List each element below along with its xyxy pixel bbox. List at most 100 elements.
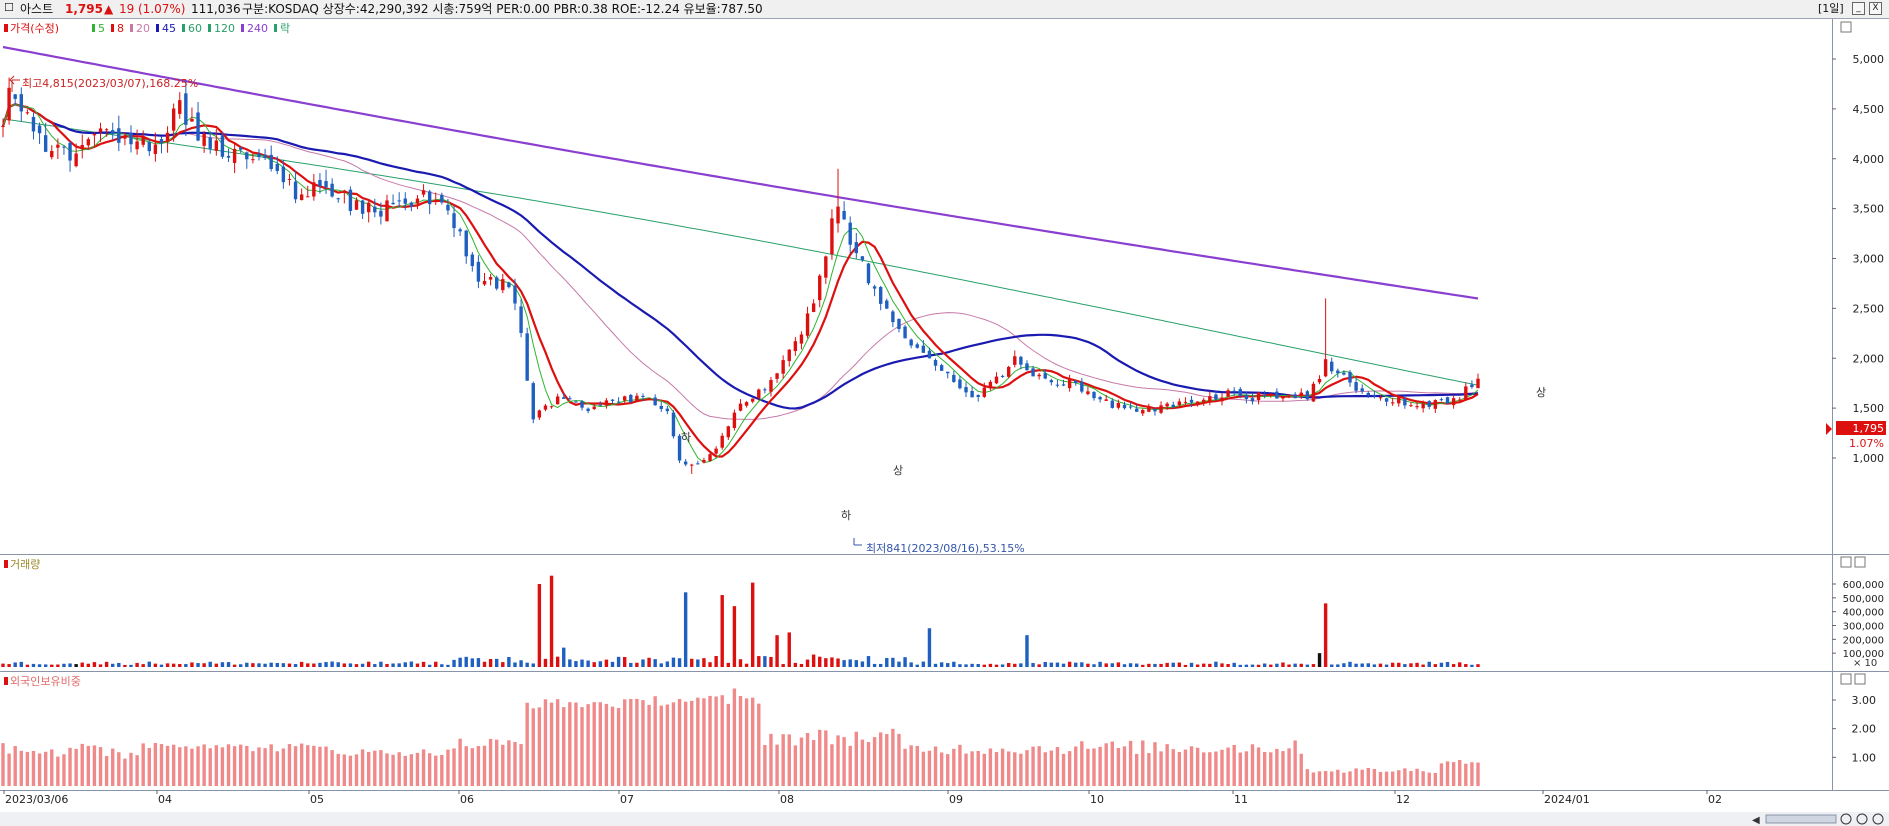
zoom-in-icon[interactable] xyxy=(1856,813,1868,825)
foreign-ratio-bar xyxy=(531,708,535,786)
volume-bar xyxy=(1153,663,1157,667)
foreign-ratio-bar xyxy=(744,698,749,786)
foreign-ratio-bar xyxy=(635,698,639,786)
volume-bar xyxy=(1397,662,1401,667)
current-price: 1,795 xyxy=(65,2,103,16)
chart-scrollbar[interactable] xyxy=(1765,814,1837,824)
volume-bar xyxy=(37,664,42,667)
volume-bar xyxy=(74,664,78,667)
foreign-ratio-bar xyxy=(1183,749,1188,786)
candle-body xyxy=(921,345,926,353)
zoom-reset-icon[interactable] xyxy=(1872,813,1884,825)
foreign-ratio-bar xyxy=(293,746,298,786)
foreign-ratio-bar xyxy=(1171,749,1175,786)
legend-price: 가격(수정) xyxy=(10,22,59,35)
foreign-ratio-bar xyxy=(568,702,572,786)
volume-bar xyxy=(1061,663,1066,667)
date-tick-label: 10 xyxy=(1090,793,1104,806)
foreign-ratio-bar xyxy=(1025,750,1029,786)
candle-body xyxy=(281,166,286,183)
volume-bar xyxy=(842,660,846,667)
foreign-ratio-bar xyxy=(1275,748,1279,786)
panel-close-button[interactable] xyxy=(1854,556,1866,568)
candle-body xyxy=(1421,403,1425,409)
candle-body xyxy=(1330,361,1334,372)
candle-body xyxy=(1177,401,1182,406)
volume-bar xyxy=(616,656,621,667)
checkbox-icon[interactable]: ☐ xyxy=(4,1,14,14)
candle-body xyxy=(690,464,694,466)
candle-body xyxy=(1055,384,1060,386)
foreign-tick-label: 1.00 xyxy=(1852,751,1877,764)
candle-body xyxy=(525,333,529,381)
volume-bar xyxy=(714,656,718,667)
legend-swatch xyxy=(182,24,185,32)
volume-bar xyxy=(720,595,724,667)
foreign-ratio-bar xyxy=(141,743,145,786)
volume-bar xyxy=(226,662,231,667)
candle-body xyxy=(1384,398,1389,402)
volume-bar xyxy=(1305,664,1310,667)
foreign-ratio-bar xyxy=(19,750,23,786)
volume-bar xyxy=(671,657,676,667)
panel-max-button[interactable] xyxy=(1840,21,1852,33)
foreign-ratio-bar xyxy=(202,744,206,786)
foreign-ratio-bar xyxy=(427,753,432,786)
foreign-ratio-bar xyxy=(842,737,846,786)
volume-bar xyxy=(1226,664,1230,667)
volume-bar xyxy=(580,659,584,667)
scroll-left-icon[interactable]: ◀ xyxy=(1752,815,1760,826)
candle-body xyxy=(1092,392,1096,399)
foreign-ratio-bar xyxy=(1000,748,1005,786)
panel-close-button[interactable] xyxy=(1854,673,1866,685)
volume-axis: 600,000 500,000 400,000 300,000 200,000 100,0… xyxy=(1832,580,1884,660)
volume-bar xyxy=(543,658,548,667)
price-tick-label: 4,000 xyxy=(1853,153,1885,166)
volume-bar xyxy=(988,663,993,667)
volume-bar xyxy=(263,663,267,667)
candle-body xyxy=(665,408,670,412)
candle-body xyxy=(1080,381,1084,392)
candle-body xyxy=(446,204,450,211)
candle-body xyxy=(43,135,48,152)
foreign-ratio-bar xyxy=(659,705,663,786)
volume-bar xyxy=(622,656,627,667)
foreign-ratio-bar xyxy=(854,731,859,786)
foreign-ratio-bar xyxy=(153,742,158,786)
panel-max-button[interactable] xyxy=(1840,556,1852,568)
foreign-ratio-bar xyxy=(811,740,816,786)
period-button[interactable]: [1일] xyxy=(1818,2,1844,15)
candle-body xyxy=(299,194,304,201)
candle-body xyxy=(1409,405,1413,407)
candle-body xyxy=(1250,398,1255,402)
foreign-ratio-bar xyxy=(1019,753,1023,786)
foreign-ratio-bar xyxy=(104,755,109,786)
foreign-ratio-bar xyxy=(336,753,340,786)
volume-bar xyxy=(421,661,426,667)
volume-bar xyxy=(92,662,97,667)
volume-bar xyxy=(208,661,212,667)
panel-max-button[interactable] xyxy=(1840,673,1852,685)
candle-body xyxy=(513,285,517,304)
candle-body xyxy=(909,339,913,346)
candle-body xyxy=(330,183,334,197)
volume-bar xyxy=(610,661,615,667)
foreign-ratio-bar xyxy=(1384,771,1389,786)
zoom-out-icon[interactable] xyxy=(1840,813,1852,825)
legend-swatch xyxy=(130,24,133,32)
close-button[interactable]: X xyxy=(1869,2,1882,15)
foreign-ratio-bar xyxy=(1330,771,1334,786)
candle-body xyxy=(19,94,23,112)
volume-bar xyxy=(31,663,36,667)
foreign-ratio-bar xyxy=(312,745,316,786)
candle-body xyxy=(1153,409,1157,412)
volume-bar xyxy=(330,661,334,667)
candle-body xyxy=(415,198,420,204)
volume-bar xyxy=(574,661,578,667)
price-tick-label: 1,500 xyxy=(1853,402,1885,415)
candle-body xyxy=(1098,397,1102,400)
minimize-button[interactable]: _ xyxy=(1852,2,1865,15)
candle-body xyxy=(952,374,956,382)
foreign-ratio-bar xyxy=(933,746,938,786)
